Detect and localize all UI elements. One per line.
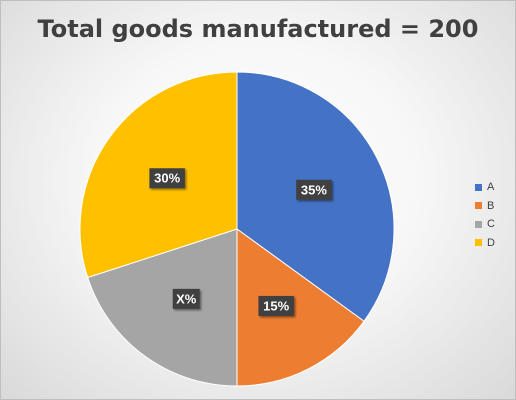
- legend-item-c: C: [475, 215, 495, 234]
- data-label-box: [149, 168, 185, 189]
- legend-swatch: [475, 183, 482, 191]
- legend-label: C: [487, 218, 495, 231]
- pie-slice-c: [87, 228, 238, 387]
- pie-slices: [79, 71, 395, 387]
- legend-label: D: [487, 236, 495, 249]
- legend-swatch: [475, 239, 482, 247]
- legend-item-b: B: [475, 197, 495, 216]
- data-label-c: X%: [172, 288, 200, 309]
- data-label-text: 15%: [263, 298, 289, 313]
- data-label-text: X%: [176, 291, 197, 306]
- legend-label: B: [487, 199, 495, 212]
- legend-swatch: [475, 220, 482, 228]
- data-label-box: [172, 288, 200, 309]
- legend-item-d: D: [475, 234, 495, 253]
- data-label-b: 15%: [258, 295, 294, 316]
- chart-title: Total goods manufactured = 200: [37, 15, 479, 43]
- legend-swatch: [475, 202, 482, 210]
- legend-item-a: A: [475, 178, 495, 197]
- data-label-box: [296, 179, 332, 200]
- data-label-d: 30%: [149, 168, 185, 189]
- data-label-text: 30%: [154, 171, 180, 186]
- data-labels: 35% 15% X% 30%: [149, 168, 332, 316]
- data-label-text: 35%: [301, 182, 327, 197]
- data-label-a: 35%: [296, 179, 332, 200]
- legend-label: A: [487, 181, 495, 194]
- data-label-box: [258, 295, 294, 316]
- pie-slice-b: [236, 228, 365, 387]
